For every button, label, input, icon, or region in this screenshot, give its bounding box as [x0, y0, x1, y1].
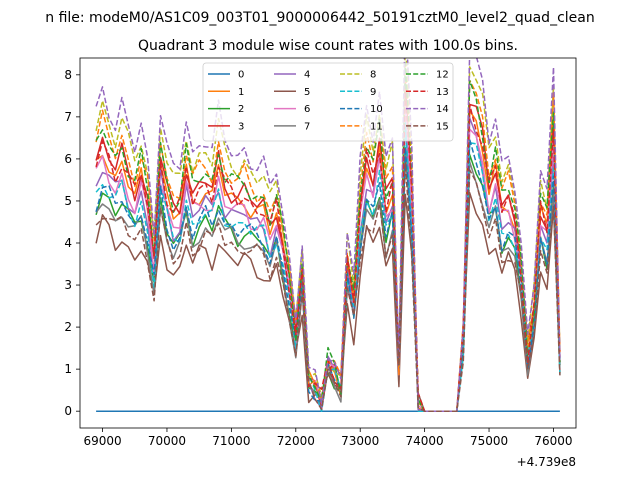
y-tick-label: 2 — [64, 320, 72, 334]
legend-label-7: 7 — [304, 121, 310, 132]
y-tick-label: 1 — [64, 362, 72, 376]
x-tick-label: 69000 — [83, 434, 121, 448]
x-tick-label: 71000 — [212, 434, 250, 448]
y-tick-label: 3 — [64, 278, 72, 292]
x-tick-label: 73000 — [341, 434, 379, 448]
legend-label-12: 12 — [436, 70, 449, 81]
y-tick-label: 0 — [64, 404, 72, 418]
y-tick-label: 8 — [64, 68, 72, 82]
x-tick-label: 70000 — [148, 434, 186, 448]
axes-layer: 69000 70000 71000 72000 73000 74000 75000 76000… — [64, 57, 577, 448]
series-layer — [95, 58, 561, 412]
y-tick-label: 7 — [64, 110, 72, 124]
chart-title: Quadrant 3 module wise count rates with … — [138, 38, 518, 54]
series-line-15 — [95, 162, 561, 412]
legend-label-14: 14 — [436, 104, 449, 115]
x-tick-label: 74000 — [406, 434, 444, 448]
legend-label-11: 11 — [370, 121, 383, 132]
series-line-14 — [95, 58, 561, 412]
x-tick-label: 72000 — [277, 434, 315, 448]
series-line-9 — [95, 122, 561, 412]
legend-label-9: 9 — [370, 87, 376, 98]
figure-suptitle: n file: modeM0/AS1C09_003T01_9000006442_… — [45, 10, 594, 26]
y-tick-label: 6 — [64, 152, 72, 166]
legend-label-8: 8 — [370, 70, 376, 81]
legend-label-0: 0 — [238, 70, 244, 81]
x-tick-label: 76000 — [534, 434, 572, 448]
legend-label-2: 2 — [238, 104, 244, 115]
legend-label-3: 3 — [238, 121, 244, 132]
legend-label-10: 10 — [370, 104, 383, 115]
legend-label-5: 5 — [304, 87, 310, 98]
y-tick-label: 4 — [64, 236, 72, 250]
legend-label-4: 4 — [304, 70, 310, 81]
legend-box — [202, 62, 454, 142]
legend-label-6: 6 — [304, 104, 310, 115]
x-axis-offset-label: +4.739e8 — [517, 455, 576, 469]
legend-label-1: 1 — [238, 87, 244, 98]
y-tick-label: 5 — [64, 194, 72, 208]
legend-label-13: 13 — [436, 87, 449, 98]
x-tick-label: 75000 — [470, 434, 508, 448]
legend-label-15: 15 — [436, 121, 449, 132]
